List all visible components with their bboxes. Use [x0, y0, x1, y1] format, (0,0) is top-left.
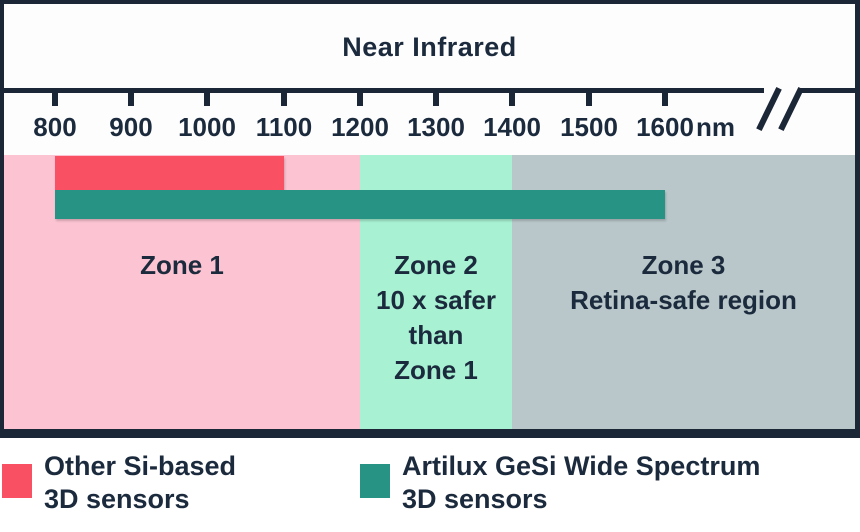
legend-line: 3D sensors [44, 484, 190, 514]
axis-unit-label: nm [696, 112, 735, 142]
axis-line-left-segment [4, 88, 764, 93]
axis-tick [281, 93, 287, 106]
axis-tick-label: 800 [33, 112, 77, 142]
legend-text: Artilux GeSi Wide Spectrum 3D sensors [402, 450, 860, 516]
legend-line: Other Si-based [44, 451, 237, 481]
axis-tick [433, 93, 439, 106]
axis-tick [509, 93, 515, 106]
axis-tick [357, 93, 363, 106]
axis-tick [52, 93, 58, 106]
zone-3-label: Zone 3 Retina-safe region [512, 248, 855, 318]
zone-3-line: Retina-safe region [570, 285, 797, 315]
zone-1-label: Zone 1 [4, 248, 360, 283]
axis-tick-label: 1200 [331, 112, 389, 142]
zone-2-label: Zone 2 10 x safer than Zone 1 [360, 248, 512, 388]
axis-tick-label: 1400 [483, 112, 541, 142]
spectrum-figure: Near Infrared 800 900 1000 1100 1200 130… [0, 0, 860, 438]
axis-tick-label: 1300 [407, 112, 465, 142]
zone-1-line: Zone 1 [140, 250, 224, 280]
legend-line: Artilux GeSi Wide Spectrum [402, 451, 761, 481]
axis-tick-label: 1600 [636, 112, 694, 142]
zone-3-line: Zone 3 [641, 250, 726, 280]
zone-2-line: than [408, 320, 464, 350]
axis-break-slash-icon [756, 87, 782, 131]
axis-break-slash-icon [778, 87, 804, 131]
axis-tick [586, 93, 592, 106]
axis-tick [662, 93, 668, 106]
zone-2-line: Zone 1 [394, 355, 478, 385]
title-box: Near Infrared [4, 4, 855, 88]
axis-tick [128, 93, 134, 106]
red-swatch-icon [2, 464, 32, 498]
axis-tick [204, 93, 210, 106]
teal-swatch-icon [360, 464, 390, 498]
axis-tick-label: 1500 [560, 112, 618, 142]
legend-line: 3D sensors [402, 484, 548, 514]
gesi-sensor-range-bar [55, 190, 665, 219]
legend-text: Other Si-based 3D sensors [44, 450, 524, 516]
si-sensor-range-bar [55, 156, 284, 190]
axis-tick-label: 900 [109, 112, 153, 142]
axis-tick-label: 1000 [178, 112, 236, 142]
axis-tick-label: 1100 [255, 112, 313, 142]
axis-line-right-segment [798, 88, 855, 93]
zone-2-line: 10 x safer [376, 285, 496, 315]
zone-2-line: Zone 2 [394, 250, 478, 280]
figure-title: Near Infrared [342, 32, 517, 62]
